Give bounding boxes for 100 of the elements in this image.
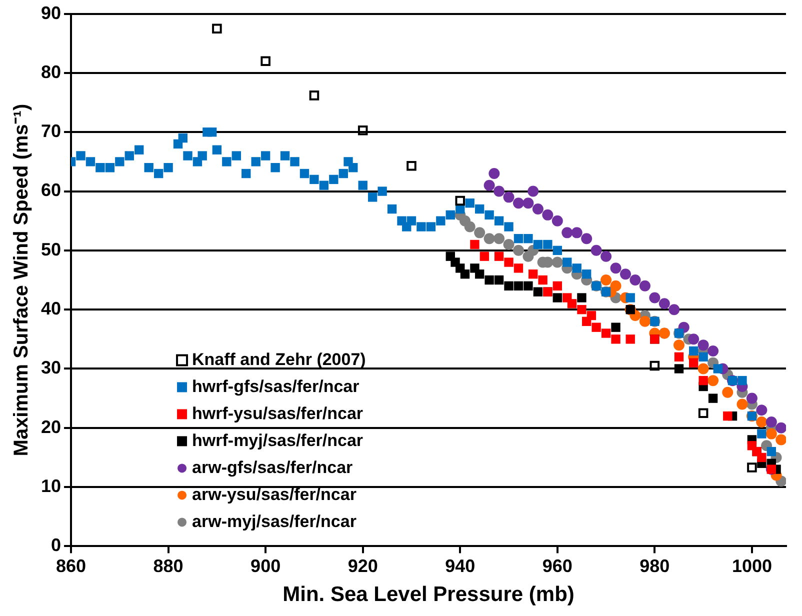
point [708,345,719,356]
point [698,340,709,351]
point [309,90,320,100]
point [484,275,494,285]
point [639,280,650,292]
point [688,334,700,345]
x-tick-label: 860 [56,556,86,576]
point [524,281,533,291]
point [776,422,786,434]
y-tick-label: 50 [40,239,62,260]
point [592,322,601,332]
point [484,180,495,191]
point [630,274,641,286]
point [480,252,490,261]
point [358,125,368,136]
legend-label: arw-gfs/sas/fer/ncar [192,458,354,477]
point [488,168,500,180]
point [533,287,543,296]
legend-label: hwrf-myj/sas/fer/ncar [192,430,364,450]
point [620,268,631,280]
point [673,340,684,351]
point [464,221,476,232]
point [538,275,548,285]
legend-label: arw-myj/sas/fer/ncar [192,512,357,531]
point [552,281,562,291]
y-axis-title: Maximum Surface Wind Speed (ms⁻¹) [10,104,33,456]
point [494,186,505,197]
x-axis-title: Min. Sea Level Pressure (mb) [282,583,574,606]
point [212,24,222,34]
point [776,434,786,446]
point [674,352,684,362]
point [406,160,416,171]
point [688,358,698,368]
point [504,281,514,291]
point [528,186,539,197]
point [562,227,573,238]
point [590,244,602,256]
x-tick-label: 1000 [732,556,772,576]
point [611,322,620,332]
point [494,275,504,285]
point [698,363,709,374]
point [698,376,708,386]
x-tick-label: 880 [153,556,184,576]
point [674,364,684,374]
x-tick-label: 940 [445,556,476,576]
point [552,215,563,226]
point [522,198,534,209]
point [494,252,504,261]
point [649,292,660,304]
point [581,233,592,244]
point [626,334,635,344]
point [514,281,524,291]
x-tick-label: 980 [640,556,670,576]
point [460,269,470,279]
point [504,258,514,267]
point [571,227,582,238]
point [747,462,757,472]
point [484,233,495,244]
y-tick-label: 90 [40,2,62,23]
point [698,408,708,418]
point [552,256,563,268]
point [532,204,544,215]
legend-label: arw-ysu/sas/fer/ncar [192,484,357,504]
point [708,375,719,386]
point [601,328,611,338]
point [512,198,524,209]
point [600,274,612,286]
point [455,196,466,206]
legend-label: hwrf-ysu/sas/fer/ncar [192,404,364,423]
y-tick-label: 40 [40,298,62,319]
y-tick-label: 10 [40,476,62,496]
y-tick-label: 20 [40,416,62,437]
point [611,334,620,344]
point [577,293,586,302]
point [757,452,766,462]
y-tick-label: 60 [40,180,62,200]
x-tick-label: 900 [250,556,281,576]
point [639,316,650,327]
point [586,310,596,320]
point [577,304,586,314]
y-tick-label: 0 [51,535,62,556]
point [600,250,612,262]
point [567,299,577,308]
point [528,269,538,279]
x-tick-label: 920 [348,556,378,576]
point [503,192,514,203]
point [610,280,622,292]
point [756,404,768,416]
point [514,264,524,273]
point [766,416,777,428]
point [470,240,480,250]
legend-label: hwrf-gfs/sas/fer/ncar [192,376,360,396]
point [552,293,562,302]
point [260,56,270,66]
point [668,304,680,316]
point [610,262,622,274]
point [542,209,554,220]
point [474,269,484,279]
legend-label: Knaff and Zehr (2007) [192,350,366,369]
point [650,360,660,371]
